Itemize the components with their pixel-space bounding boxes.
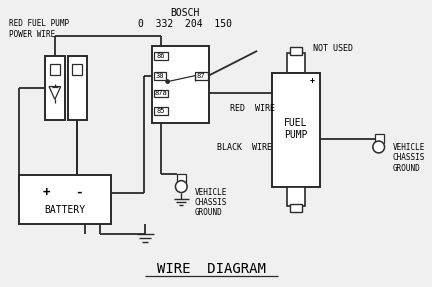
Bar	[73, 64, 82, 75]
Bar	[178, 174, 186, 183]
Text: 30: 30	[156, 73, 164, 79]
Bar	[287, 187, 305, 206]
Text: VEHICLE
CHASSIS
GROUND: VEHICLE CHASSIS GROUND	[392, 143, 425, 173]
Text: RED FUEL PUMP
POWER WIRE: RED FUEL PUMP POWER WIRE	[9, 19, 69, 39]
Text: -: -	[76, 186, 83, 199]
Text: BLACK  WIRE: BLACK WIRE	[217, 144, 272, 152]
Text: 87: 87	[197, 73, 205, 79]
Text: 87a: 87a	[155, 90, 167, 96]
Bar	[195, 72, 207, 79]
Bar	[287, 53, 305, 73]
Text: 85: 85	[157, 108, 165, 114]
Text: RED  WIRE: RED WIRE	[230, 104, 275, 113]
Bar	[272, 73, 321, 187]
Bar	[50, 64, 60, 75]
Bar	[19, 175, 111, 224]
Bar	[152, 46, 209, 123]
Text: +: +	[42, 186, 50, 199]
Circle shape	[175, 181, 187, 193]
Text: WIRE  DIAGRAM: WIRE DIAGRAM	[157, 262, 266, 276]
Text: NOT USED: NOT USED	[313, 44, 353, 53]
Circle shape	[166, 79, 170, 84]
Bar	[290, 47, 302, 55]
Text: 86: 86	[157, 53, 165, 59]
Text: FUEL
PUMP: FUEL PUMP	[284, 118, 308, 140]
Bar	[154, 90, 168, 98]
Text: VEHICLE
CHASSIS
GROUND: VEHICLE CHASSIS GROUND	[195, 188, 227, 217]
Bar	[67, 56, 87, 120]
Circle shape	[373, 141, 384, 153]
Text: BATTERY: BATTERY	[44, 205, 85, 215]
Bar	[154, 72, 166, 79]
Bar	[154, 107, 168, 115]
Bar	[290, 204, 302, 212]
Text: BOSCH: BOSCH	[171, 8, 200, 18]
Text: 0  332  204  150: 0 332 204 150	[138, 19, 232, 29]
Bar	[154, 52, 168, 60]
Bar	[45, 56, 65, 120]
Bar	[375, 134, 384, 143]
Text: +: +	[310, 76, 315, 85]
